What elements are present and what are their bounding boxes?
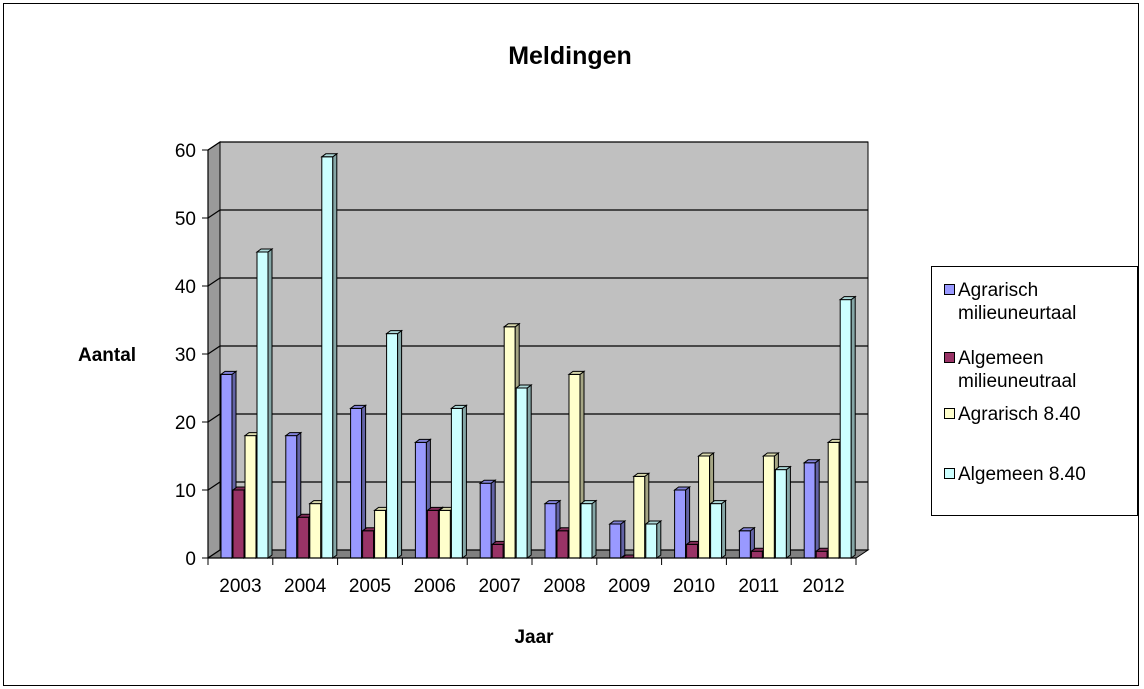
bar: [709, 499, 728, 559]
y-tick-label: 60: [175, 141, 196, 162]
bar: [673, 486, 692, 559]
legend-swatch: [944, 468, 955, 479]
gridline: [207, 141, 868, 151]
bar: [579, 499, 598, 559]
y-tick-label: 50: [175, 209, 196, 230]
legend-item: Algemeen 8.40: [944, 463, 1133, 486]
x-tick-label: 2011: [738, 576, 779, 597]
legend-swatch: [944, 408, 955, 419]
y-tick-label: 40: [175, 277, 196, 298]
gridline: [207, 345, 868, 355]
bar: [838, 295, 857, 559]
legend-swatch: [944, 284, 955, 295]
x-tick-label: 2003: [219, 576, 261, 597]
legend-item: Agrarisch milieuneurtaal: [944, 279, 1133, 325]
bar: [449, 404, 468, 559]
y-tick-label: 10: [175, 481, 196, 502]
x-tick-label: 2006: [414, 576, 456, 597]
legend-item: Algemeen milieuneutraal: [944, 347, 1133, 393]
y-tick-label: 0: [185, 549, 196, 570]
bar: [385, 329, 404, 559]
gridline: [207, 277, 868, 287]
legend-swatch: [944, 352, 955, 363]
legend-label: Algemeen milieuneutraal: [958, 348, 1077, 392]
legend-label: Algemeen 8.40: [958, 464, 1086, 485]
bar: [514, 384, 533, 559]
bar: [255, 248, 274, 559]
bar: [608, 520, 627, 559]
x-tick-label: 2008: [543, 576, 585, 597]
legend: Agrarisch milieuneurtaal Algemeen milieun…: [931, 266, 1138, 516]
chart-frame: [3, 3, 1139, 686]
legend-label: Agrarisch milieuneurtaal: [958, 280, 1077, 324]
x-axis-label: Jaar: [514, 627, 554, 648]
x-tick-label: 2005: [349, 576, 391, 597]
bar: [773, 465, 792, 559]
x-tick-label: 2010: [673, 576, 715, 597]
bar: [478, 479, 497, 559]
gridline: [207, 481, 868, 491]
bar: [644, 520, 663, 559]
gridline: [207, 413, 868, 423]
y-tick-label: 20: [175, 413, 196, 434]
bar: [320, 152, 339, 559]
y-axis-label: Aantal: [78, 345, 136, 366]
x-tick-label: 2012: [802, 576, 844, 597]
legend-label: Agrarisch 8.40: [958, 404, 1081, 425]
chart-title: Meldingen: [508, 42, 632, 70]
x-tick-label: 2009: [608, 576, 650, 597]
legend-item: Agrarisch 8.40: [944, 403, 1133, 426]
bar: [802, 458, 821, 559]
x-tick-label: 2004: [284, 576, 327, 597]
x-tick-label: 2007: [478, 576, 520, 597]
y-tick-label: 30: [175, 345, 196, 366]
gridline: [207, 209, 868, 219]
